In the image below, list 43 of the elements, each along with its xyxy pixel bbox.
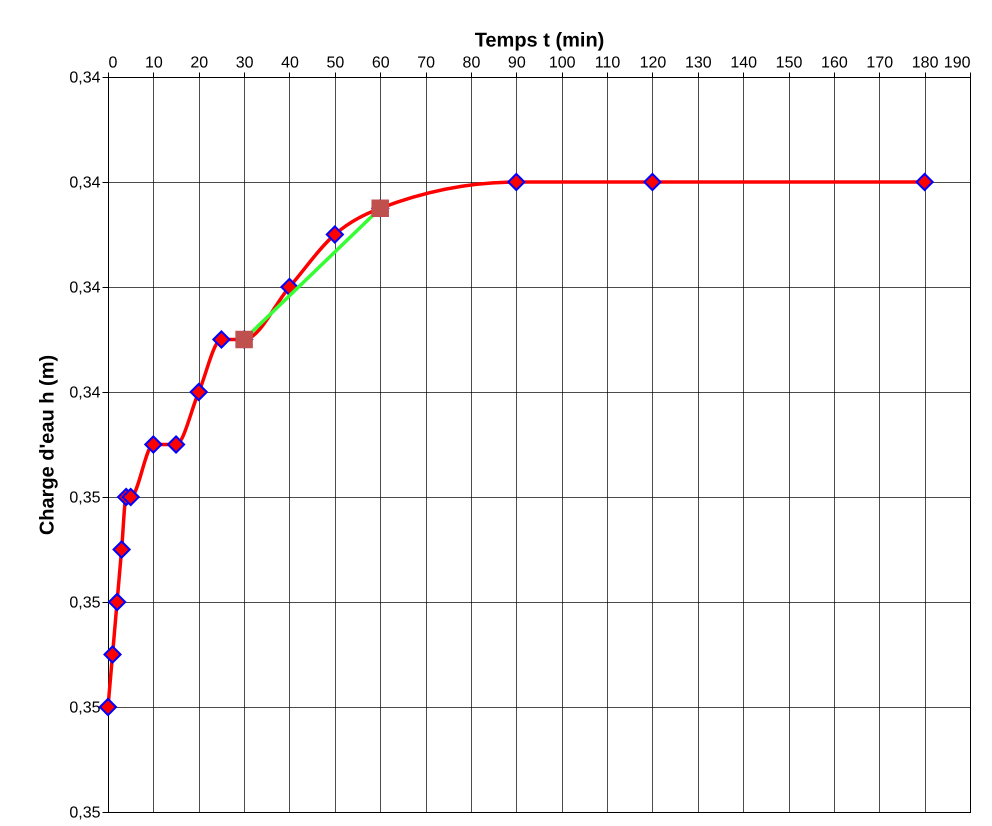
y-tick-label: 0,35 bbox=[69, 804, 101, 822]
x-tick-label: 140 bbox=[730, 54, 758, 72]
y-tick-label: 0,34 bbox=[69, 70, 101, 86]
point bbox=[144, 435, 162, 454]
x-tick-label: 170 bbox=[866, 54, 894, 72]
y-axis-title: Charge d'eau h (m) bbox=[36, 354, 58, 536]
x-axis-title: Temps t (min) bbox=[474, 30, 604, 52]
x-tick-label: 0 bbox=[108, 54, 118, 72]
x-tick-label: 150 bbox=[776, 54, 802, 72]
x-tick-label: 160 bbox=[821, 54, 848, 72]
y-tick-label: 0,35 bbox=[69, 594, 101, 612]
point bbox=[122, 488, 140, 506]
point bbox=[326, 225, 344, 244]
point bbox=[190, 382, 208, 402]
x-tick-label: 10 bbox=[144, 54, 163, 72]
x-tick-label: 40 bbox=[281, 54, 299, 72]
x-tick-label: 30 bbox=[236, 54, 254, 72]
point bbox=[916, 172, 934, 192]
point bbox=[507, 172, 526, 192]
x-tick-label: 190 bbox=[944, 54, 971, 72]
point bbox=[212, 330, 230, 349]
x-tick-label: 110 bbox=[594, 54, 620, 72]
y-tick-label: 0,34 bbox=[69, 384, 101, 402]
x-tick-label: 20 bbox=[190, 54, 208, 72]
point bbox=[103, 645, 122, 664]
point bbox=[166, 435, 186, 454]
point bbox=[643, 172, 662, 192]
y-tick-label: 0,35 bbox=[69, 700, 101, 716]
point bbox=[108, 592, 126, 612]
point bbox=[112, 540, 131, 559]
point bbox=[98, 698, 118, 716]
x-tick-label: 130 bbox=[684, 54, 712, 72]
y-tick-label: 0,34 bbox=[69, 280, 101, 296]
x-tick-label: 50 bbox=[326, 54, 344, 72]
y-tick-label: 0,35 bbox=[69, 490, 101, 506]
y-tick-label: 0,34 bbox=[69, 174, 101, 192]
x-tick-label: 60 bbox=[372, 54, 390, 72]
x-tick-label: 180 bbox=[912, 54, 939, 72]
x-tick-label: 80 bbox=[462, 54, 480, 72]
x-tick-label: 70 bbox=[417, 54, 436, 72]
x-tick-label: 100 bbox=[548, 54, 576, 72]
x-tick-label: 90 bbox=[508, 54, 526, 72]
x-tick-label: 120 bbox=[640, 54, 666, 72]
